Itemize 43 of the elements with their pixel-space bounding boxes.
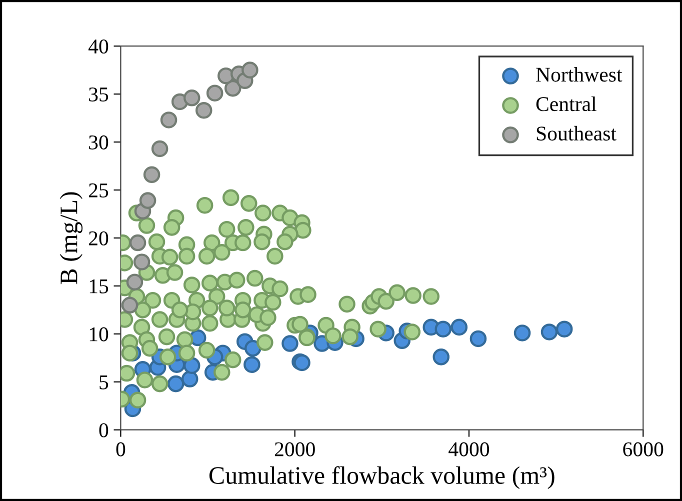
- legend-label: Southeast: [536, 126, 616, 141]
- y-axis-title: B (mg/L): [60, 192, 83, 284]
- y-tick-label: 35: [89, 87, 108, 102]
- point: [206, 84, 224, 102]
- x-tick-label: 0: [116, 442, 126, 456]
- x-tick-label: 2000: [274, 442, 315, 456]
- point: [126, 274, 144, 290]
- point: [139, 192, 156, 209]
- x-axis-title: Cumulative flowback volume (m³): [209, 466, 554, 490]
- point: [432, 348, 450, 366]
- point: [282, 335, 298, 352]
- point: [514, 324, 531, 342]
- y-tick-label: 20: [88, 231, 108, 246]
- x-tick-label: 6000: [623, 442, 664, 456]
- x-tick-label: 4000: [448, 442, 490, 456]
- legend-label: Central: [536, 96, 596, 112]
- point: [540, 324, 558, 340]
- point: [244, 340, 262, 357]
- point: [133, 254, 150, 270]
- point: [181, 370, 198, 388]
- y-tick-label: 5: [100, 375, 108, 390]
- y-tick-label: 30: [89, 135, 108, 150]
- legend-label: Northwest: [536, 67, 622, 82]
- point: [129, 234, 146, 252]
- point: [556, 320, 573, 338]
- y-tick-label: 40: [88, 39, 108, 54]
- point: [151, 140, 168, 158]
- point: [160, 112, 178, 128]
- point: [121, 296, 138, 314]
- point: [143, 166, 160, 184]
- y-tick-label: 0: [99, 423, 108, 438]
- y-tick-label: 25: [88, 183, 108, 198]
- point: [167, 375, 184, 392]
- y-tick-label: 15: [90, 279, 108, 294]
- y-tick-label: 10: [90, 327, 108, 342]
- point: [434, 320, 452, 338]
- point: [218, 67, 234, 84]
- point: [195, 102, 212, 119]
- point: [242, 62, 258, 78]
- point: [183, 90, 200, 106]
- point: [470, 330, 487, 348]
- point: [244, 356, 260, 374]
- point: [450, 318, 468, 336]
